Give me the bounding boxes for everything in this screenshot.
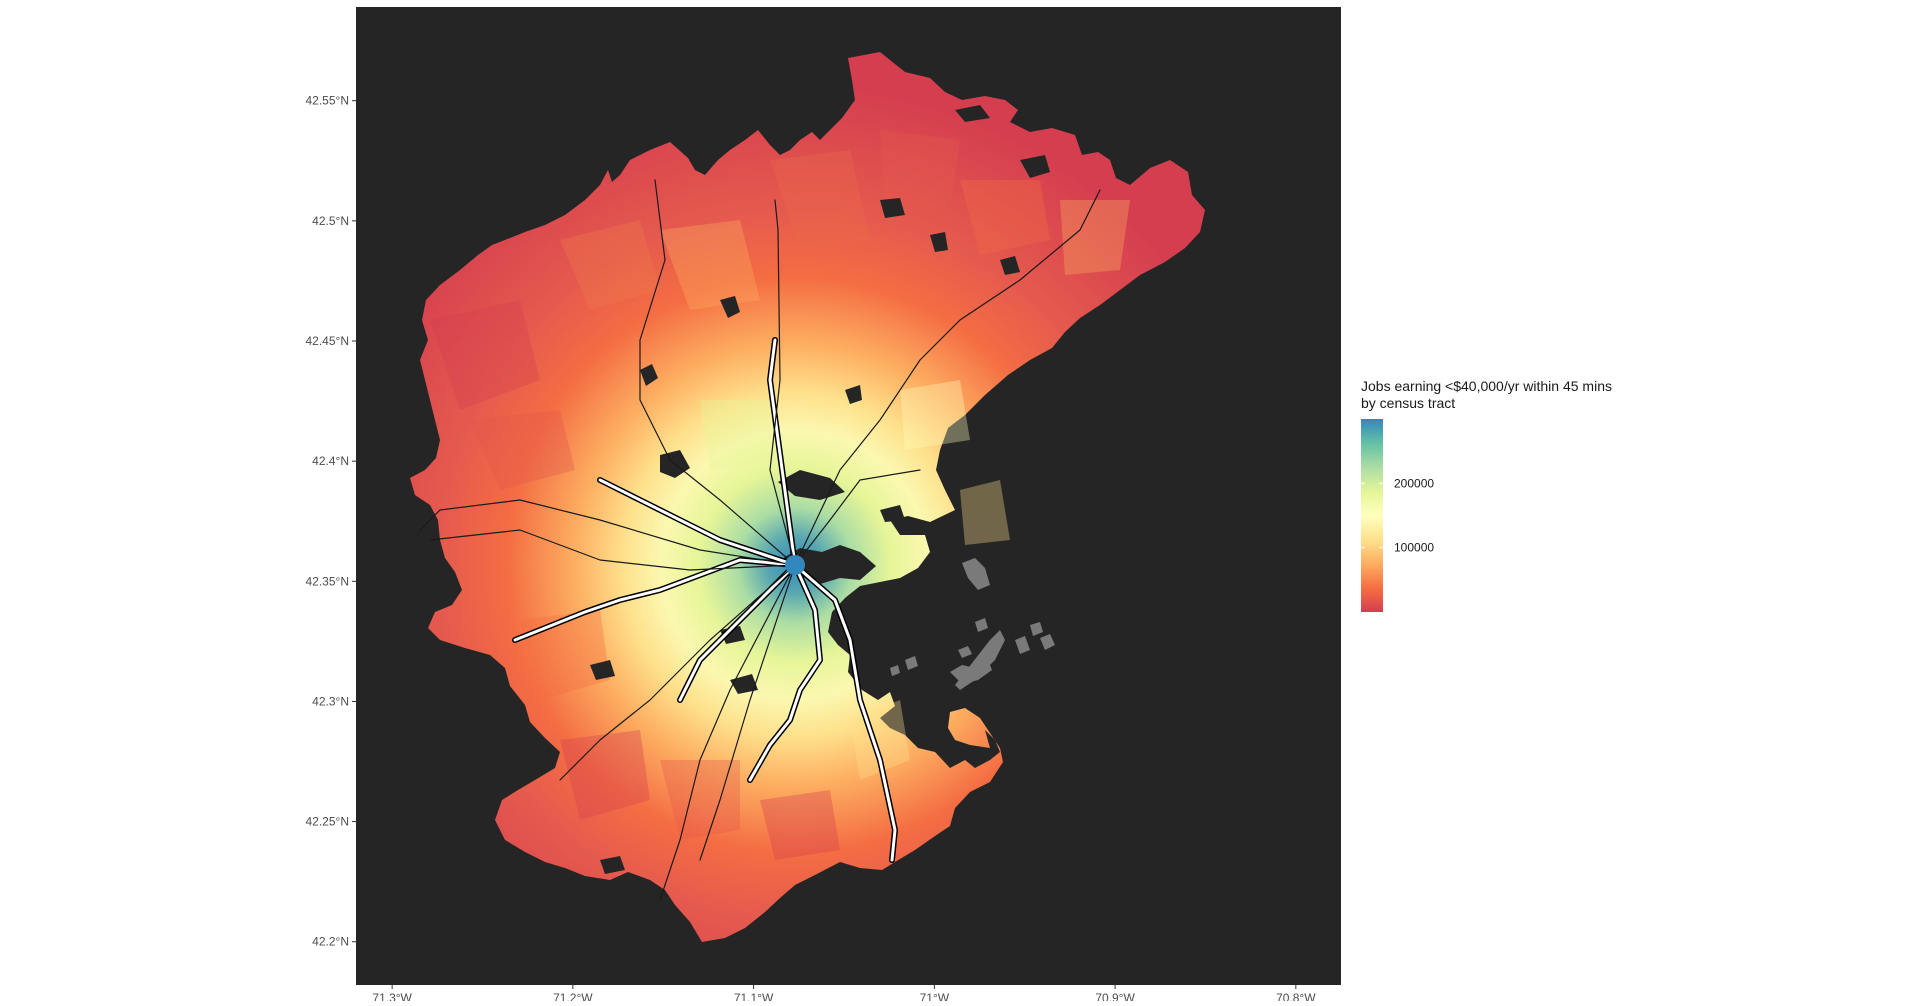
legend-title-line-2: by census tract: [1361, 395, 1455, 411]
transit-line-red-northwest: [598, 478, 797, 567]
transit-lines: [419, 179, 1101, 901]
y-tick-label: 42.25°N: [306, 815, 350, 829]
legend-title-line-1: Jobs earning <$40,000/yr within 45 mins: [1361, 378, 1612, 394]
y-tick-label: 42.4°N: [312, 454, 349, 468]
legend-tick-label: 200000: [1394, 476, 1434, 490]
y-tick-label: 42.3°N: [312, 694, 349, 708]
downtown-core: [785, 555, 805, 575]
legend-tick-label: 100000: [1394, 541, 1434, 555]
y-tick-label: 42.35°N: [306, 574, 350, 588]
x-tick-label: 71.1°W: [734, 991, 774, 1001]
tract-texture: [430, 130, 1130, 860]
y-tick-label: 42.5°N: [312, 214, 349, 228]
y-axis: 42.55°N 42.5°N 42.45°N 42.4°N 42.35°N 42.3°N 4…: [306, 94, 356, 949]
x-axis: 71.3°W 71.2°W 71.1°W 71°W 70.9°W 70.8°W: [372, 985, 1316, 1005]
x-tick-label: 70.8°W: [1276, 991, 1316, 1001]
x-tick-label: 70.9°W: [1095, 991, 1135, 1001]
harbor-islands: [890, 558, 1055, 690]
legend-colorbar: [1361, 419, 1383, 612]
x-tick-label: 71.3°W: [372, 991, 412, 1001]
transit-line-green-west: [513, 558, 797, 642]
x-tick-label: 71.2°W: [553, 991, 593, 1001]
transit-line-orange-south: [748, 563, 822, 782]
transit-line-orange-north: [768, 338, 797, 567]
transit-line-red-south: [793, 563, 897, 862]
y-tick-label: 42.2°N: [312, 935, 349, 949]
x-tick-label: 71°W: [920, 991, 950, 1001]
y-tick-label: 42.55°N: [306, 94, 350, 108]
transit-line-green-d: [678, 563, 797, 702]
y-tick-label: 42.45°N: [306, 334, 350, 348]
legend: Jobs earning <$40,000/yr within 45 mins …: [1361, 378, 1612, 612]
legend-ticks: 200000 100000: [1361, 476, 1434, 555]
